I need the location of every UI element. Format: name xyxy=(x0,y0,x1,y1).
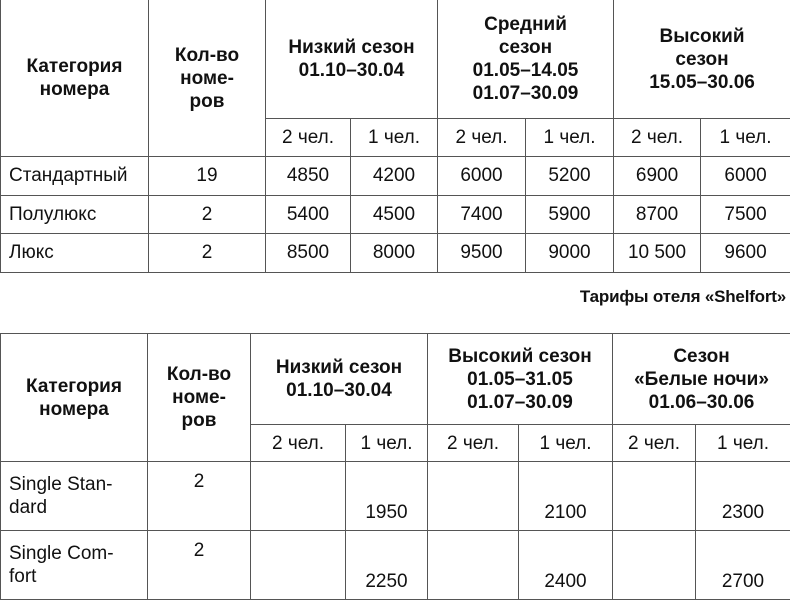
price-cell: 4850 xyxy=(266,157,351,196)
price-cell: 9000 xyxy=(526,234,614,273)
subheader: 1 чел. xyxy=(519,425,613,462)
price-cell: 8500 xyxy=(266,234,351,273)
count-cell: 2 xyxy=(148,531,251,600)
price-cell xyxy=(428,462,519,531)
subheader: 2 чел. xyxy=(438,119,526,157)
price-cell: 8000 xyxy=(351,234,438,273)
category-cell: Single Stan-dard xyxy=(1,462,148,531)
header-category: Категория номера xyxy=(1,0,149,157)
subheader: 2 чел. xyxy=(428,425,519,462)
price-cell: 2400 xyxy=(519,531,613,600)
subheader: 1 чел. xyxy=(696,425,790,462)
count-cell: 2 xyxy=(149,195,266,234)
price-cell: 5900 xyxy=(526,195,614,234)
subheader: 1 чел. xyxy=(346,425,428,462)
category-cell: Люкс xyxy=(1,234,149,273)
price-cell: 6900 xyxy=(614,157,701,196)
category-cell: Стандартный xyxy=(1,157,149,196)
count-cell: 19 xyxy=(149,157,266,196)
subheader: 2 чел. xyxy=(614,119,701,157)
subheader: 2 чел. xyxy=(251,425,346,462)
price-cell: 7400 xyxy=(438,195,526,234)
category-cell: Полулюкс xyxy=(1,195,149,234)
price-cell: 5200 xyxy=(526,157,614,196)
price-cell xyxy=(428,531,519,600)
subheader: 1 чел. xyxy=(701,119,790,157)
price-cell: 6000 xyxy=(438,157,526,196)
category-cell: Single Com-fort xyxy=(1,531,148,600)
price-cell: 4200 xyxy=(351,157,438,196)
price-cell: 4500 xyxy=(351,195,438,234)
price-cell: 1950 xyxy=(346,462,428,531)
price-cell: 6000 xyxy=(701,157,790,196)
header-category: Категория номера xyxy=(1,334,148,462)
count-cell: 2 xyxy=(148,462,251,531)
price-cell xyxy=(251,531,346,600)
subheader: 2 чел. xyxy=(613,425,696,462)
price-cell: 2700 xyxy=(696,531,790,600)
subheader: 2 чел. xyxy=(266,119,351,157)
price-cell: 2250 xyxy=(346,531,428,600)
price-cell xyxy=(613,462,696,531)
header-season-white-nights: Сезон«Белые ночи»01.06–30.06 xyxy=(613,334,790,425)
price-cell: 2300 xyxy=(696,462,790,531)
price-cell: 10 500 xyxy=(614,234,701,273)
count-cell: 2 xyxy=(149,234,266,273)
table-caption: Тарифы отеля «Shelfort» xyxy=(580,287,786,307)
price-cell xyxy=(613,531,696,600)
price-cell: 7500 xyxy=(701,195,790,234)
price-cell: 5400 xyxy=(266,195,351,234)
subheader: 1 чел. xyxy=(351,119,438,157)
price-cell xyxy=(251,462,346,531)
price-cell: 9600 xyxy=(701,234,790,273)
subheader: 1 чел. xyxy=(526,119,614,157)
price-cell: 9500 xyxy=(438,234,526,273)
price-cell: 2100 xyxy=(519,462,613,531)
price-cell: 8700 xyxy=(614,195,701,234)
